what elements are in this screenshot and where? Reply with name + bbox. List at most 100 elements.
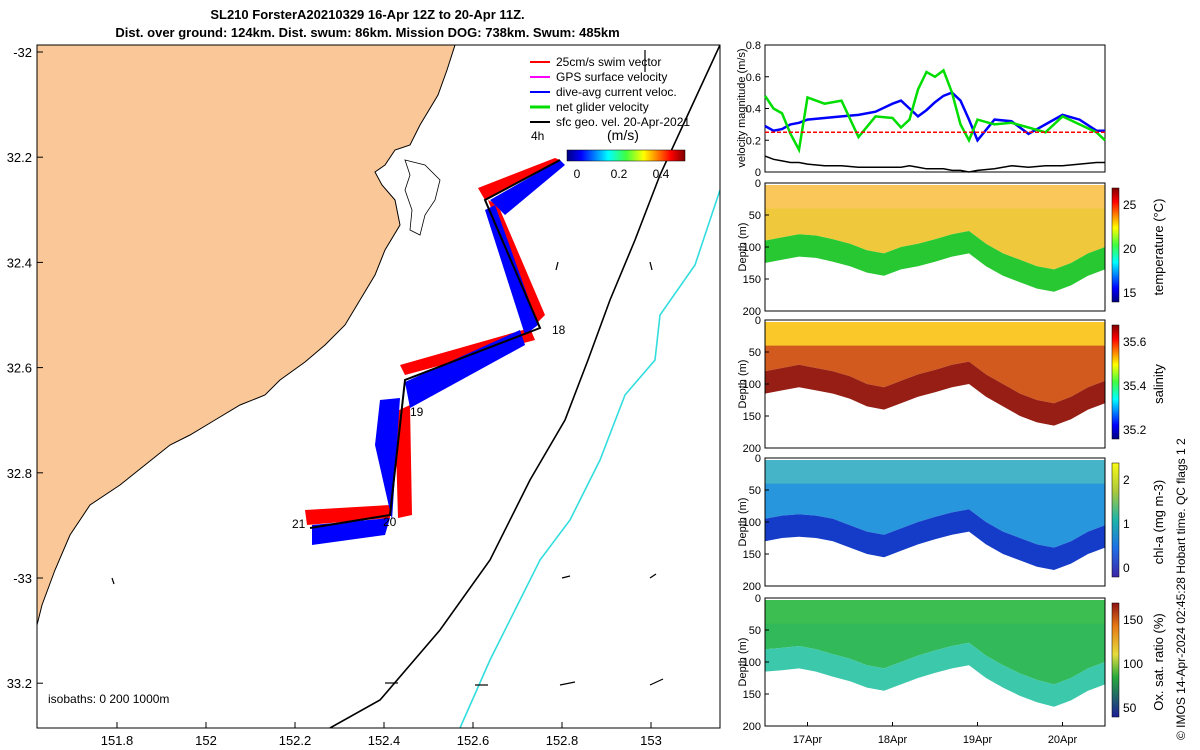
- colorbar-label: salinity: [1151, 364, 1166, 404]
- lat-tick-label: 32.6: [7, 361, 32, 376]
- legend-entry-label: GPS surface velocity: [556, 70, 667, 84]
- day-markers: 18 19 20 21: [292, 323, 566, 531]
- colorbar-tick-label: 2: [1123, 473, 1130, 487]
- depth-axis-label: Depth (m): [737, 223, 749, 272]
- chart-title-line2: Dist. over ground: 124km. Dist. swum: 86…: [115, 25, 620, 40]
- depth-axis-label: Depth (m): [737, 498, 749, 547]
- day-marker-label: 18: [552, 323, 566, 337]
- depth-tick-label: 200: [743, 721, 761, 733]
- depth-tick-label: 200: [743, 443, 761, 455]
- colorbar-tick-label: 15: [1123, 286, 1137, 300]
- velocity-y-axis-label: velocity magnitude (m/s): [736, 48, 748, 167]
- heatmap-colorbar: [1111, 462, 1120, 578]
- map-frame: [36, 44, 721, 729]
- depth-tick-label: 0: [755, 453, 761, 465]
- colorbar-label: temperature (°C): [1151, 199, 1166, 296]
- depth-tick-label: 0: [755, 593, 761, 605]
- legend-entry-label: net glider velocity: [556, 100, 649, 114]
- velocity-y-tick-label: 0.6: [746, 72, 761, 84]
- colorbar-tick-label: 150: [1123, 613, 1143, 627]
- depth-tick-label: 50: [749, 625, 761, 637]
- heatmap-thermocline-band: [765, 509, 1105, 570]
- colorbar-tick-label: 0: [1123, 561, 1130, 575]
- depth-tick-label: 150: [743, 549, 761, 561]
- depth-tick-label: 0: [755, 315, 761, 327]
- velocity-y-tick-label: 0.8: [746, 40, 761, 52]
- heatmap-thermocline-band: [765, 642, 1105, 707]
- speed-colorbar-tick: 0: [574, 167, 581, 181]
- depth-axis-label: Depth (m): [737, 360, 749, 409]
- current-velocity-band: [312, 160, 565, 545]
- heatmap-mixed-layer: [765, 208, 1105, 270]
- time-tick-label: 17Apr: [793, 734, 823, 746]
- velocity-axes-frame: [764, 44, 1106, 173]
- heatmap-panel-1: 0 50 100 150 200 Depth (m) 15 20 25 temperature (…: [737, 178, 1166, 318]
- isobath-200: [329, 45, 720, 728]
- heatmap-thermocline-band: [765, 231, 1105, 292]
- colorbar-tick-label: 25: [1123, 198, 1137, 212]
- lon-tick-label: 153: [640, 733, 662, 748]
- time-tick-label: 20Apr: [1048, 734, 1078, 746]
- lat-tick-label: 32.2: [7, 150, 32, 165]
- depth-tick-label: 50: [749, 347, 761, 359]
- time-axis-ticks: 17Apr 18Apr 19Apr 20Apr: [793, 722, 1078, 746]
- colorbar-tick-label: 100: [1123, 657, 1143, 671]
- velocity-series-line: [764, 155, 1105, 173]
- time-tick-label: 19Apr: [963, 734, 993, 746]
- lon-tick-label: 152.6: [457, 733, 490, 748]
- colorbar-tick-label: 35.4: [1123, 379, 1147, 393]
- time-interval-label: 4h: [531, 129, 544, 143]
- depth-tick-label: 150: [743, 274, 761, 286]
- heatmap-panel-3: 0 50 100 150 200 Depth (m) 0 1 2 chl-a (mg m-3): [737, 453, 1166, 593]
- glider-track: [305, 158, 565, 545]
- heatmap-mixed-layer: [765, 345, 1105, 404]
- velocity-y-tick-label: 0: [755, 167, 761, 179]
- legend-entry-label: 25cm/s swim vector: [556, 55, 661, 69]
- day-marker-label: 19: [410, 405, 424, 419]
- lon-tick-label: 152: [195, 733, 217, 748]
- longitude-tick-labels: 151.8 152 152.2 152.4 152.6 152.8 153: [101, 722, 662, 748]
- velocity-series-line: [763, 68, 1106, 154]
- depth-tick-label: 50: [749, 485, 761, 497]
- depth-tick-label: 100: [743, 379, 761, 391]
- legend-entry-label: sfc geo. vel. 20-Apr-2021: [556, 115, 690, 129]
- depth-tick-label: 200: [743, 306, 761, 318]
- latitude-tick-labels: -32 32.2 32.4 32.6 32.8 -33 33.2: [7, 45, 43, 691]
- depth-tick-label: 150: [743, 689, 761, 701]
- lon-tick-label: 152.8: [546, 733, 579, 748]
- velocity-y-tick-label: 0.4: [746, 104, 761, 116]
- speed-colorbar: [566, 149, 686, 162]
- lat-tick-label: 33.2: [7, 676, 32, 691]
- colorbar-tick-label: 1: [1123, 517, 1130, 531]
- heatmap-colorbar: [1111, 602, 1120, 718]
- heatmap-mixed-layer: [765, 623, 1105, 685]
- colorbar-title: (m/s): [607, 127, 639, 143]
- depth-axis-label: Depth (m): [737, 638, 749, 687]
- geo-velocity-arrows: [111, 50, 664, 686]
- speed-colorbar-tick: 0.4: [653, 167, 670, 181]
- heatmap-colorbar: [1111, 187, 1120, 303]
- depth-tick-label: 150: [743, 411, 761, 423]
- lat-tick-label: 32.8: [7, 466, 32, 481]
- heatmap-mixed-layer: [765, 483, 1105, 548]
- isobath-1000: [459, 189, 720, 728]
- colorbar-label: Ox. sat. ratio (%): [1151, 613, 1166, 711]
- time-tick-label: 18Apr: [878, 734, 908, 746]
- heatmap-panel-2: 0 50 100 150 200 Depth (m) 35.2 35.4 35.6 salinit…: [737, 315, 1166, 455]
- depth-tick-label: 50: [749, 210, 761, 222]
- depth-tick-label: 100: [743, 657, 761, 669]
- lon-tick-label: 152.2: [279, 733, 312, 748]
- colorbar-tick-label: 50: [1123, 701, 1137, 715]
- colorbar-label: chl-a (mg m-3): [1151, 480, 1166, 565]
- chart-title-line1: SL210 ForsterA20210329 16-Apr 12Z to 20-…: [210, 7, 525, 22]
- heatmap-thermocline-band: [765, 361, 1105, 426]
- speed-colorbar-ticks: 0 0.2 0.4: [574, 167, 670, 181]
- isobaths-label: isobaths: 0 200 1000m: [48, 692, 169, 706]
- estuary: [404, 159, 441, 236]
- heatmap-colorbar: [1111, 324, 1120, 440]
- speed-colorbar-tick: 0.2: [611, 167, 628, 181]
